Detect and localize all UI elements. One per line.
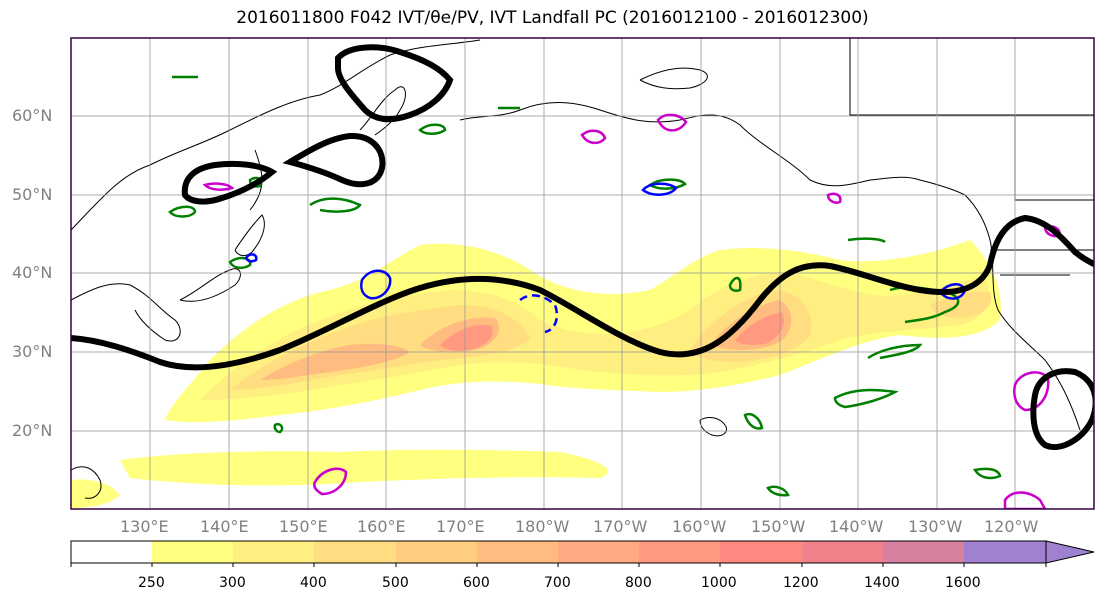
cb-label-700: 700 bbox=[544, 575, 571, 591]
lon-tick-130e: 130°E bbox=[120, 517, 169, 536]
cb-label-1400: 1400 bbox=[864, 575, 900, 591]
theta-e-contour bbox=[168, 205, 197, 218]
colorbar-seg-500 bbox=[396, 541, 477, 563]
lon-tick-140w: 140°W bbox=[829, 517, 884, 536]
pv-contour-blue bbox=[360, 269, 392, 300]
landfall-pc-contours bbox=[71, 44, 1094, 450]
ivt-band-800 bbox=[440, 324, 493, 351]
landfall-pc-loop bbox=[1030, 368, 1094, 450]
cb-label-300: 300 bbox=[219, 575, 246, 591]
landfall-pc-loop bbox=[181, 160, 278, 205]
pv-contour-magenta bbox=[1003, 491, 1047, 509]
theta-e-contour bbox=[418, 123, 447, 135]
colorbar bbox=[70, 540, 1095, 567]
colorbar-seg-700 bbox=[558, 541, 639, 563]
cb-label-1600: 1600 bbox=[945, 575, 981, 591]
colorbar-seg-800 bbox=[639, 541, 720, 563]
lon-tick-120w: 120°W bbox=[984, 517, 1039, 536]
colorbar-seg-1200 bbox=[802, 541, 883, 563]
lon-tick-130w: 130°W bbox=[908, 517, 963, 536]
theta-e-contour bbox=[647, 178, 687, 190]
lon-tick-160w: 160°W bbox=[672, 517, 727, 536]
pv-contour-blue bbox=[641, 182, 678, 196]
colorbar-seg-600 bbox=[477, 541, 558, 563]
cb-label-800: 800 bbox=[625, 575, 652, 591]
cb-label-1200: 1200 bbox=[783, 575, 819, 591]
pv-contour-magenta bbox=[580, 129, 607, 145]
lat-tick-40: 40°N bbox=[12, 263, 53, 282]
theta-e-contour bbox=[867, 343, 923, 360]
lon-tick-150w: 150°W bbox=[751, 517, 806, 536]
cb-label-400: 400 bbox=[300, 575, 327, 591]
theta-e-contour bbox=[833, 388, 899, 409]
cb-label-250: 250 bbox=[138, 575, 165, 591]
colorbar-seg-1000 bbox=[720, 541, 802, 563]
cb-label-600: 600 bbox=[463, 575, 490, 591]
map-frame bbox=[70, 37, 1095, 510]
lon-tick-140e: 140°E bbox=[200, 517, 249, 536]
lat-tick-60: 60°N bbox=[12, 106, 53, 125]
theta-e-contour bbox=[972, 467, 1002, 480]
pv-contour-blue bbox=[244, 253, 258, 263]
colorbar-ticks bbox=[70, 563, 1047, 567]
colorbar-seg-1600 bbox=[964, 541, 1046, 563]
map-title: 2016011800 F042 IVT/θe/PV, IVT Landfall … bbox=[236, 8, 869, 28]
theta-e-contour bbox=[228, 256, 252, 270]
pv-contour-magenta bbox=[202, 182, 235, 191]
graticule bbox=[71, 38, 1094, 509]
theta-e-contour bbox=[847, 237, 886, 244]
lon-tick-170e: 170°E bbox=[436, 517, 485, 536]
pv-contour-magenta bbox=[1013, 371, 1050, 412]
colorbar-seg-300 bbox=[233, 541, 314, 563]
colorbar-seg-1400 bbox=[883, 541, 964, 563]
lat-tick-50: 50°N bbox=[12, 185, 53, 204]
landfall-pc-loop bbox=[282, 133, 386, 188]
colorbar-seg-250 bbox=[152, 541, 233, 563]
ivt-band-600 bbox=[260, 343, 410, 380]
lat-tick-30: 30°N bbox=[12, 342, 53, 361]
theta-e-contour bbox=[309, 197, 362, 213]
theta-e-contour bbox=[273, 423, 284, 434]
landfall-pc-loop bbox=[335, 44, 454, 123]
theta-e-contour bbox=[766, 485, 790, 497]
ivt-band-250-sw bbox=[71, 479, 120, 508]
cb-label-1000: 1000 bbox=[701, 575, 737, 591]
pv-contour-magenta bbox=[826, 192, 842, 204]
colorbar-seg-under bbox=[71, 541, 152, 563]
colorbar-extend-arrow bbox=[1045, 540, 1095, 564]
lon-tick-180w: 180°W bbox=[515, 517, 570, 536]
lon-tick-160e: 160°E bbox=[357, 517, 406, 536]
theta-e-contour bbox=[743, 413, 764, 430]
lon-tick-170w: 170°W bbox=[593, 517, 648, 536]
colorbar-seg-400 bbox=[314, 541, 396, 563]
ivt-band-800-east bbox=[735, 312, 785, 345]
pv-contour-magenta bbox=[656, 113, 688, 132]
ivt-band-250-south bbox=[120, 449, 608, 486]
lat-tick-20: 20°N bbox=[12, 421, 53, 440]
lon-tick-150e: 150°E bbox=[279, 517, 328, 536]
pv-contours bbox=[202, 113, 1062, 509]
pv-contour-magenta bbox=[313, 467, 348, 496]
theta-e-contour bbox=[728, 276, 742, 293]
landfall-pc-main-curve bbox=[71, 214, 1094, 371]
cb-label-500: 500 bbox=[382, 575, 409, 591]
